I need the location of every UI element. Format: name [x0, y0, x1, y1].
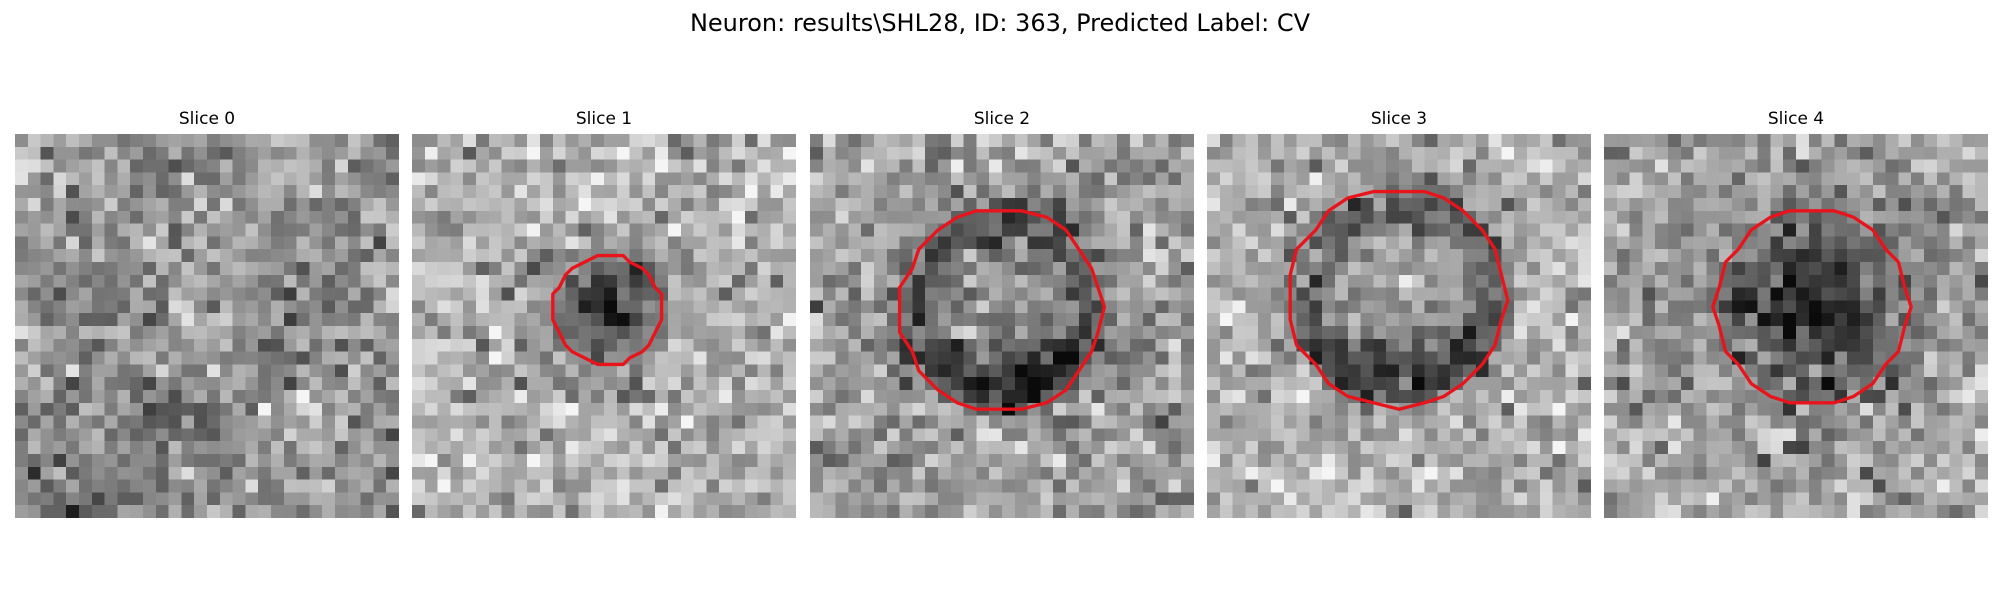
pixel-grid — [1207, 134, 1591, 518]
roi-contour — [897, 209, 1107, 411]
slice-image-2 — [810, 134, 1194, 518]
slice-title-1: Slice 1 — [575, 109, 633, 129]
roi-contour — [1288, 189, 1510, 411]
pixel-grid — [1604, 134, 1988, 518]
slice-title-4: Slice 4 — [1767, 109, 1825, 129]
slice-image-0 — [15, 134, 399, 518]
pixel-grid — [412, 134, 796, 518]
slice-image-1 — [412, 134, 796, 518]
roi-contour — [1711, 209, 1913, 405]
pixel-grid — [15, 134, 399, 518]
slice-title-2: Slice 2 — [973, 109, 1031, 129]
roi-contour — [551, 253, 664, 367]
pixel-grid — [810, 134, 1194, 518]
figure-title: Neuron: results\SHL28, ID: 363, Predicte… — [689, 9, 1311, 37]
slice-title-0: Slice 0 — [178, 109, 236, 129]
slice-title-3: Slice 3 — [1370, 109, 1428, 129]
slice-image-4 — [1604, 134, 1988, 518]
slice-image-3 — [1207, 134, 1591, 518]
